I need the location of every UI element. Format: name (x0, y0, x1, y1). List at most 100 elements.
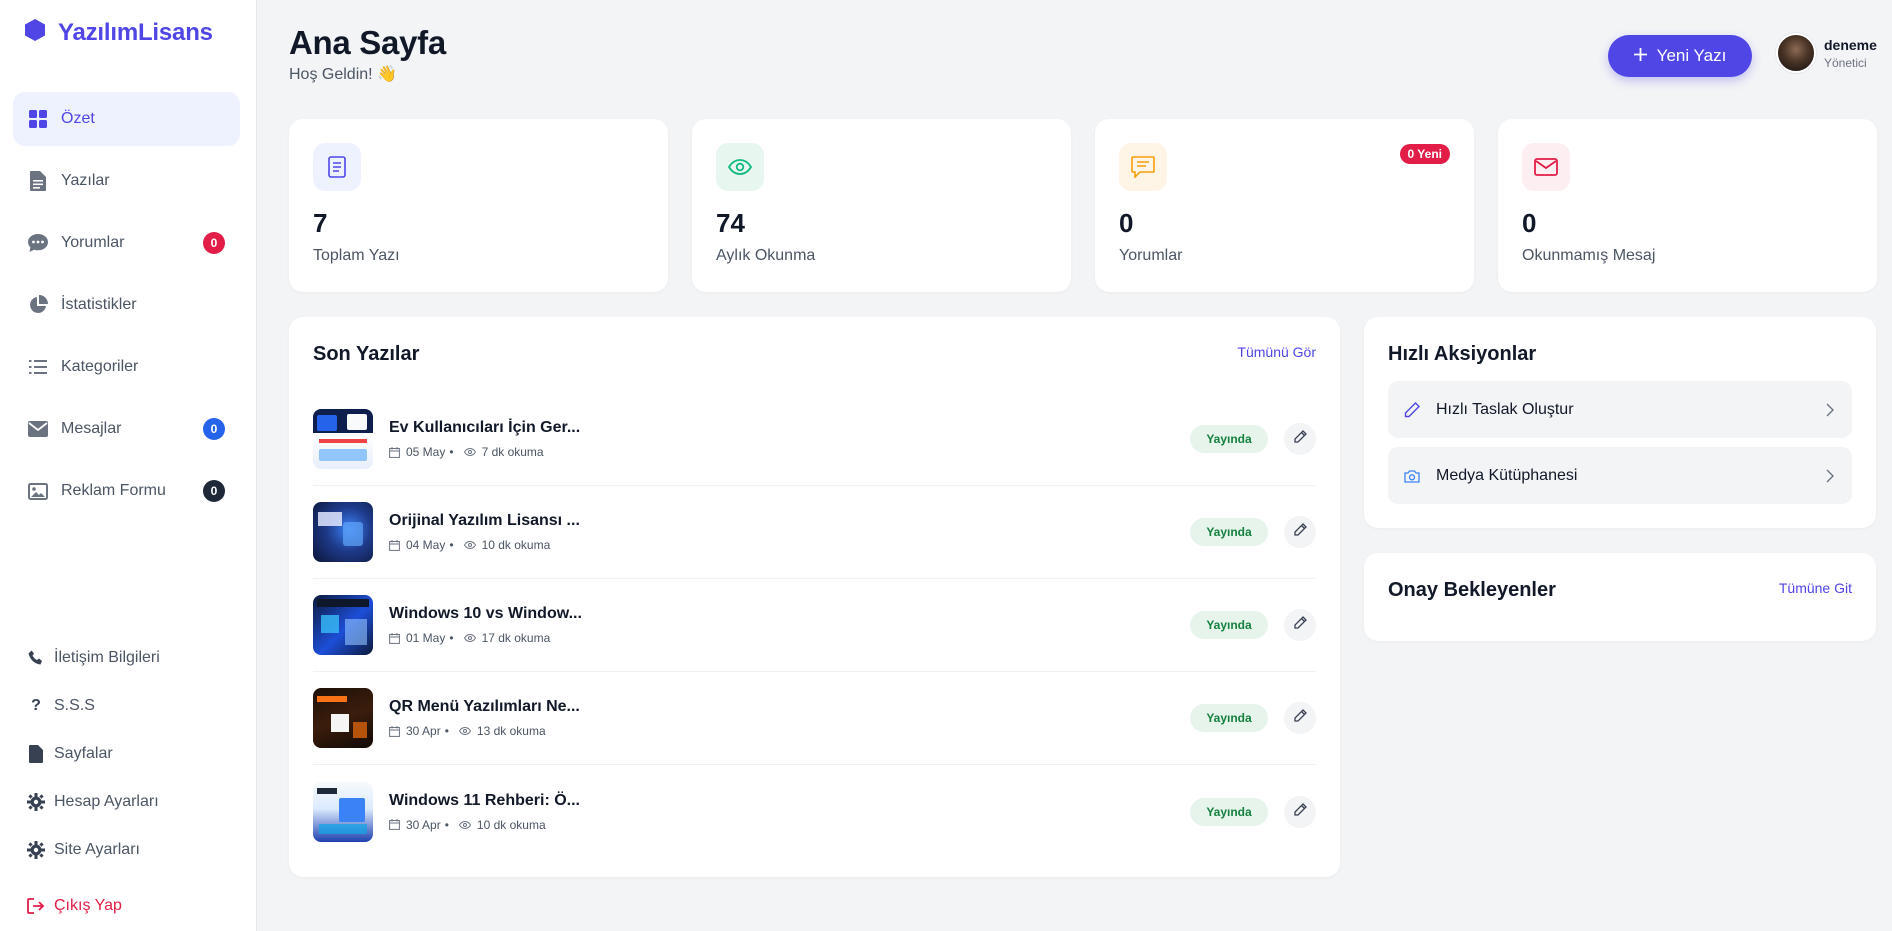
edit-post-button[interactable] (1284, 423, 1316, 455)
post-title[interactable]: QR Menü Yazılımları Ne... (389, 698, 580, 715)
document-icon (313, 143, 361, 191)
post-title[interactable]: Windows 10 vs Window... (389, 605, 582, 622)
sidebar-item-istatistikler[interactable]: İstatistikler (13, 278, 240, 332)
pencil-icon (1293, 616, 1307, 634)
sidebar-item-reklam-formu[interactable]: Reklam Formu 0 (13, 464, 240, 518)
stat-label: Aylık Okunma (716, 247, 816, 264)
stat-card-unread-messages[interactable]: 0 Okunmamış Mesaj (1498, 119, 1877, 292)
avatar (1776, 33, 1816, 73)
sidebar-item-yorumlar[interactable]: Yorumlar 0 (13, 216, 240, 270)
edit-post-button[interactable] (1284, 702, 1316, 734)
post-title[interactable]: Windows 11 Rehberi: Ö... (389, 791, 580, 809)
view-all-link[interactable]: Tümünü Gör (1237, 344, 1316, 360)
new-post-button[interactable]: Yeni Yazı (1608, 35, 1752, 77)
post-row[interactable]: Windows 10 vs Window... 01 May • 17 dk ok… (313, 579, 1316, 672)
sidebar-item-iletisim[interactable]: İletişim Bilgileri (27, 634, 237, 682)
comment-dots-icon (28, 233, 48, 253)
sidebar-item-label: Sayfalar (54, 745, 113, 762)
quick-action-label: Medya Kütüphanesi (1436, 466, 1578, 484)
sidebar-item-label: S.S.S (54, 697, 95, 714)
pie-chart-icon (28, 295, 48, 315)
sidebar-item-kategoriler[interactable]: Kategoriler (13, 340, 240, 394)
envelope-icon (1522, 143, 1570, 191)
calendar-icon (389, 819, 400, 830)
status-badge: Yayında (1190, 704, 1268, 732)
status-badge: Yayında (1190, 611, 1268, 639)
quick-action-label: Hızlı Taslak Oluştur (1436, 400, 1574, 418)
logout-button[interactable]: Çıkış Yap (27, 882, 237, 930)
stat-label: Okunmamış Mesaj (1522, 247, 1656, 264)
sidebar-item-sayfalar[interactable]: Sayfalar (27, 730, 237, 778)
sidebar-item-hesap-ayarlari[interactable]: Hesap Ayarları (27, 778, 237, 826)
post-date: 04 May (406, 538, 446, 552)
stat-label: Toplam Yazı (313, 247, 400, 264)
post-list: Ev Kullanıcıları İçin Ger... 05 May • 7 d… (313, 393, 1316, 858)
post-read-time: 7 dk okuma (481, 445, 544, 459)
list-icon (28, 357, 48, 377)
gear-icon (27, 841, 45, 859)
ads-count-badge: 0 (203, 480, 225, 502)
sidebar-item-yazilar[interactable]: Yazılar (13, 154, 240, 208)
post-meta: 30 Apr • 13 dk okuma (389, 724, 580, 738)
stat-card-comments[interactable]: 0 Yeni 0 Yorumlar (1095, 119, 1474, 292)
edit-post-button[interactable] (1284, 516, 1316, 548)
sidebar-item-label: İletişim Bilgileri (54, 649, 160, 666)
secondary-nav: İletişim Bilgileri ? S.S.S Sayfalar Hesa… (27, 634, 237, 930)
post-date: 30 Apr (406, 817, 441, 832)
post-meta: 01 May • 17 dk okuma (389, 631, 582, 645)
post-date: 05 May (406, 445, 446, 459)
stat-value: 7 (313, 208, 328, 238)
quick-actions-panel: Hızlı Aksiyonlar Hızlı Taslak Oluştur Me… (1364, 317, 1876, 528)
pending-approvals-panel: Onay Bekleyenler Tümüne Git (1364, 553, 1876, 641)
sidebar-item-ozet[interactable]: Özet (13, 92, 240, 146)
file-text-icon (28, 171, 48, 191)
calendar-icon (389, 725, 400, 737)
post-row[interactable]: QR Menü Yazılımları Ne... 30 Apr • 13 dk … (313, 672, 1316, 765)
post-row[interactable]: Orijinal Yazılım Lisansı ... 04 May • 10 … (313, 486, 1316, 579)
plus-icon (1633, 46, 1647, 66)
edit-post-button[interactable] (1284, 795, 1316, 828)
post-read-time: 13 dk okuma (476, 724, 546, 738)
stat-label: Yorumlar (1119, 247, 1183, 264)
sidebar-item-label: Özet (61, 110, 95, 127)
eye-icon (463, 634, 476, 642)
user-menu[interactable]: deneme Yönetici (1776, 33, 1877, 73)
camera-icon (1404, 469, 1424, 483)
sidebar-item-label: Yazılar (61, 172, 110, 189)
post-title[interactable]: Orijinal Yazılım Lisansı ... (389, 512, 580, 529)
eye-icon (458, 727, 471, 735)
stat-card-total-posts[interactable]: 7 Toplam Yazı (289, 119, 668, 292)
brand[interactable]: YazılımLisans (24, 18, 213, 47)
logout-label: Çıkış Yap (54, 897, 122, 914)
post-row[interactable]: Ev Kullanıcıları İçin Ger... 05 May • 7 d… (313, 393, 1316, 486)
sidebar-item-sss[interactable]: ? S.S.S (27, 682, 237, 730)
user-name: deneme (1824, 36, 1877, 53)
sidebar-item-label: Yorumlar (61, 234, 125, 251)
stat-value: 74 (716, 208, 745, 238)
page-title: Ana Sayfa (289, 24, 446, 61)
edit-post-button[interactable] (1284, 609, 1316, 641)
gear-icon (27, 793, 45, 811)
chevron-right-icon (1826, 469, 1834, 483)
sidebar-item-label: Reklam Formu (61, 482, 166, 499)
question-icon: ? (31, 697, 41, 714)
eye-icon (716, 143, 764, 191)
stat-card-monthly-views[interactable]: 74 Aylık Okunma (692, 119, 1071, 292)
pencil-icon (1293, 802, 1307, 821)
media-library-button[interactable]: Medya Kütüphanesi (1388, 447, 1852, 504)
quick-draft-button[interactable]: Hızlı Taslak Oluştur (1388, 381, 1852, 438)
go-all-link[interactable]: Tümüne Git (1778, 580, 1852, 596)
post-title[interactable]: Ev Kullanıcıları İçin Ger... (389, 419, 581, 436)
eye-icon (458, 820, 471, 829)
user-role: Yönetici (1824, 55, 1867, 70)
stat-value: 0 (1522, 208, 1537, 238)
sidebar-item-site-ayarlari[interactable]: Site Ayarları (27, 826, 237, 874)
stat-value: 0 (1119, 208, 1134, 238)
chevron-right-icon (1826, 403, 1834, 417)
pencil-icon (1293, 709, 1307, 727)
post-row[interactable]: Windows 11 Rehberi: Ö... 30 Apr • 10 dk o… (313, 765, 1316, 858)
eye-icon (463, 448, 476, 456)
post-read-time: 17 dk okuma (481, 631, 551, 645)
sidebar-item-mesajlar[interactable]: Mesajlar 0 (13, 402, 240, 456)
post-meta: 04 May • 10 dk okuma (389, 538, 580, 552)
